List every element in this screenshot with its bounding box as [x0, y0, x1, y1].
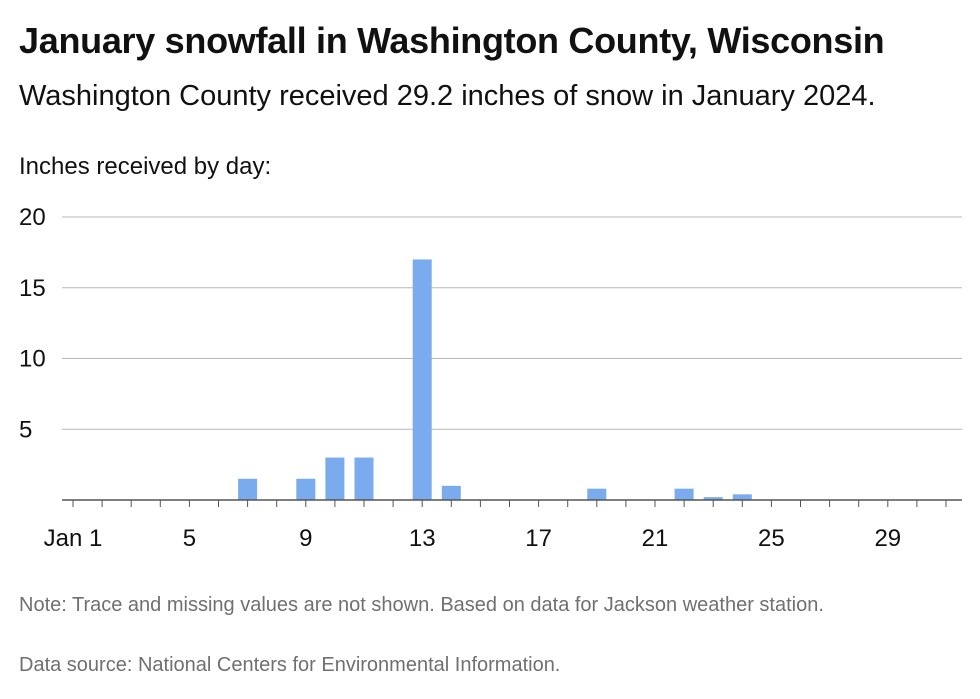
y-tick-label: 20 [19, 204, 46, 231]
bar-day-24 [732, 494, 752, 500]
bar-day-9 [296, 478, 316, 500]
x-tick-label: 5 [183, 525, 196, 552]
x-tick-label: 21 [642, 525, 669, 552]
y-tick-label: 15 [19, 275, 46, 302]
bars [238, 259, 752, 500]
x-tick-label: 29 [874, 525, 901, 552]
x-tick-label: 13 [409, 525, 436, 552]
x-tick-label: 9 [299, 525, 312, 552]
x-tick-label: Jan 1 [44, 525, 103, 552]
chart-subtitle: Washington County received 29.2 inches o… [19, 80, 876, 112]
y-axis-label: Inches received by day: [19, 153, 272, 180]
bar-day-13 [412, 259, 432, 500]
bar-day-14 [441, 485, 461, 500]
x-tick-label: 17 [525, 525, 552, 552]
y-tick-label: 5 [19, 416, 32, 443]
bar-day-10 [325, 457, 345, 500]
chart-note: Note: Trace and missing values are not s… [19, 594, 824, 616]
chart-title: January snowfall in Washington County, W… [19, 20, 885, 61]
tick-labels: 5 10 15 20 Jan 1 5 9 13 17 21 25 29 [19, 204, 901, 552]
gridlines [62, 216, 962, 430]
bar-chart: 5 10 15 20 Jan 1 5 9 13 17 21 25 29 [19, 204, 962, 552]
data-source: Data source: National Centers for Enviro… [19, 654, 561, 676]
bar-day-19 [587, 488, 607, 500]
x-axis [62, 499, 962, 507]
bar-day-22 [674, 488, 694, 500]
bar-day-23 [703, 497, 723, 500]
bar-day-11 [354, 457, 374, 500]
x-tick-label: 25 [758, 525, 785, 552]
bar-day-7 [238, 478, 258, 500]
y-tick-label: 10 [19, 346, 46, 373]
